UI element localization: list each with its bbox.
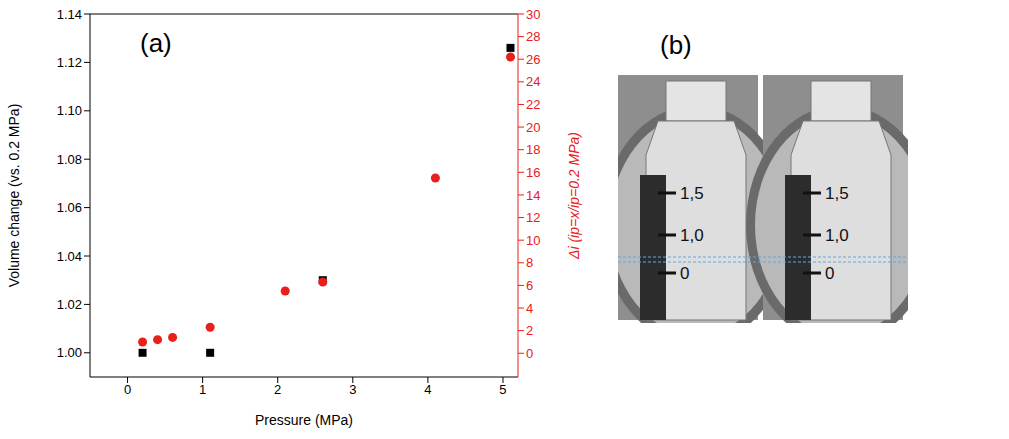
svg-text:30: 30 [526,7,540,22]
svg-text:1: 1 [199,382,206,397]
svg-text:20: 20 [526,120,540,135]
svg-text:Volume change (vs. 0.2 MPa): Volume change (vs. 0.2 MPa) [6,104,22,288]
svg-text:5: 5 [499,382,506,397]
svg-text:10: 10 [526,233,540,248]
svg-text:12: 12 [526,210,540,225]
svg-text:3: 3 [349,382,356,397]
svg-text:Δi (ip=x/ip=0.2 MPa): Δi (ip=x/ip=0.2 MPa) [566,132,582,260]
svg-text:8: 8 [526,255,533,270]
svg-text:1,0: 1,0 [825,226,849,245]
svg-text:1.00: 1.00 [57,345,82,360]
svg-text:1.08: 1.08 [57,152,82,167]
svg-text:1,5: 1,5 [825,184,849,203]
svg-text:1,0: 1,0 [680,226,704,245]
svg-text:2: 2 [274,382,281,397]
html-text:(a): (a) [140,28,172,58]
svg-text:14: 14 [526,188,540,203]
svg-text:1.02: 1.02 [57,297,82,312]
svg-text:1.10: 1.10 [57,103,82,118]
svg-text:26: 26 [526,52,540,67]
svg-text:1,5: 1,5 [680,184,704,203]
svg-text:22: 22 [526,97,540,112]
svg-text:4: 4 [424,382,431,397]
svg-text:24: 24 [526,74,540,89]
svg-text:4: 4 [526,301,533,316]
svg-text:28: 28 [526,29,540,44]
svg-text:0: 0 [825,264,834,283]
svg-text:0: 0 [124,382,131,397]
svg-text:Pressure (MPa): Pressure (MPa) [255,412,353,428]
svg-text:1.12: 1.12 [57,55,82,70]
svg-text:0: 0 [680,264,689,283]
svg-text:1.04: 1.04 [57,249,82,264]
svg-text:1.06: 1.06 [57,200,82,215]
svg-text:6: 6 [526,278,533,293]
html-text:(b): (b) [660,30,692,60]
svg-text:16: 16 [526,165,540,180]
svg-text:18: 18 [526,142,540,157]
svg-text:1.14: 1.14 [57,7,82,22]
svg-text:2: 2 [526,323,533,338]
svg-text:0: 0 [526,346,533,361]
